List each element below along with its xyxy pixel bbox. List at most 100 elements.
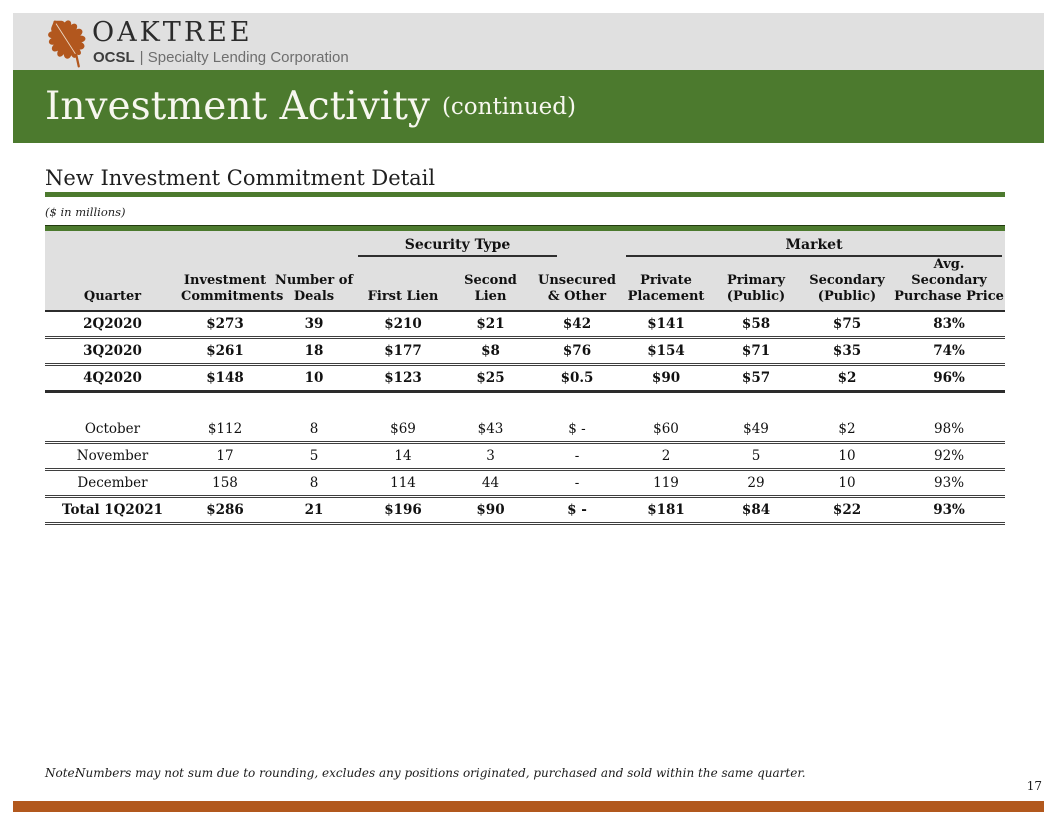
table-row: 3Q2020 $261 18 $177 $8 $76 $154 $71 $35 74% [45,337,1006,366]
table-top-border [45,225,1005,231]
value-cell: 10 [270,364,358,393]
value-cell: $21 [448,310,533,339]
value-cell: $49 [711,416,802,444]
value-cell: 21 [270,496,358,525]
value-cell: $57 [711,364,802,393]
quarter-cell: October [45,416,180,444]
value-cell: 114 [358,469,448,498]
page-number: 17 [1026,779,1042,793]
value-cell: $58 [711,310,802,339]
column-header: Primary (Public) [711,257,802,312]
oak-leaf-icon [41,15,97,71]
group-security-type: Security Type [358,231,622,257]
value-cell: 93% [893,496,1006,525]
value-cell: $ - [533,496,622,525]
value-cell: $2 [801,364,894,393]
footnote: Note: Numbers may not sum due to roundin… [45,766,806,780]
value-cell: 158 [180,469,270,498]
table-row: 4Q2020 $148 10 $123 $25 $0.5 $90 $57 $2 96% [45,364,1006,393]
table-row: October $112 8 $69 $43 $ - $60 $49 $2 98% [45,416,1006,444]
value-cell: 39 [270,310,358,339]
group-spacer [45,231,358,257]
value-cell: $43 [448,416,533,444]
value-cell: 2 [621,442,712,471]
column-header: Investment Commitments [180,257,283,312]
table-body: 2Q2020 $273 39 $210 $21 $42 $141 $58 $75 83% 3Q202… [45,310,1006,525]
value-cell: 5 [711,442,802,471]
footnote-label: Note: [45,766,79,780]
column-header: Avg. Secondary Purchase Price [893,257,1006,312]
table-row: December 158 8 114 44-119 29 10 93% [45,469,1006,498]
slide-title: Investment Activity [45,84,430,129]
value-cell: 44 [448,469,533,498]
value-cell: 74% [893,337,1006,366]
table-row: 2Q2020 $273 39 $210 $21 $42 $141 $58 $75 83% [45,310,1006,339]
table-spacer-row [45,391,1005,417]
value-cell: $181 [621,496,712,525]
quarter-cell: 4Q2020 [45,364,180,393]
column-header: Private Placement [621,257,712,312]
value-cell: $8 [448,337,533,366]
value-cell: $69 [358,416,448,444]
value-cell: $148 [180,364,270,393]
value-cell: $112 [180,416,270,444]
value-cell: 96% [893,364,1006,393]
group-header-row: Security Type Market [45,231,1006,257]
value-cell: 17 [180,442,270,471]
value-cell: $0.5 [533,364,622,393]
value-cell: 5 [270,442,358,471]
value-cell: $42 [533,310,622,339]
value-cell: $22 [801,496,894,525]
value-cell: 8 [270,416,358,444]
value-cell: 92% [893,442,1006,471]
commitment-table-wrap: Security Type Market Quarter Investment Co… [45,225,1006,525]
value-cell: $123 [358,364,448,393]
column-header: Number of Deals [270,257,358,312]
value-cell: 18 [270,337,358,366]
table-header: Security Type Market Quarter Investment Co… [45,231,1006,312]
quarter-cell: 2Q2020 [45,310,180,339]
value-cell: 10 [801,469,894,498]
value-cell: 3 [448,442,533,471]
footnote-text: Numbers may not sum due to rounding, exc… [75,766,806,780]
quarter-cell: November [45,442,180,471]
value-cell: $60 [621,416,712,444]
value-cell: $35 [801,337,894,366]
group-market: Market [621,231,1006,257]
value-cell: $141 [621,310,712,339]
value-cell: $90 [621,364,712,393]
section-title-rule [45,192,1005,197]
value-cell: 29 [711,469,802,498]
value-cell: $ - [533,416,622,444]
value-cell: $286 [180,496,270,525]
value-cell: 14 [358,442,448,471]
value-cell: $71 [711,337,802,366]
value-cell: $154 [621,337,712,366]
value-cell: - [533,469,622,498]
value-cell: 119 [621,469,712,498]
value-cell: 8 [270,469,358,498]
slide-title-suffix: (continued) [441,93,576,120]
value-cell: 83% [893,310,1006,339]
table-row: November 17 5 14 3-2 5 10 92% [45,442,1006,471]
column-header: Unsecured & Other [533,257,622,312]
value-cell: $76 [533,337,622,366]
value-cell: $196 [358,496,448,525]
brand-name: OAKTREE [92,17,253,48]
units-note: ($ in millions) [45,205,126,219]
column-header: First Lien [358,257,448,312]
commitment-table: Security Type Market Quarter Investment Co… [45,231,1006,525]
quarter-cell: December [45,469,180,498]
brand-subtitle: OCSL | Specialty Lending Corporation [93,49,349,66]
empty-cell [45,391,1005,417]
quarter-cell: Total 1Q2021 [45,496,180,525]
column-header-row: Quarter Investment Commitments Number of Dea… [45,257,1006,312]
value-cell: $273 [180,310,270,339]
column-header: Second Lien [448,257,533,312]
logo-band: OAKTREE OCSL | Specialty Lending Corporat… [13,13,1044,70]
bottom-accent-bar [13,801,1044,812]
company-name: | Specialty Lending Corporation [139,49,349,66]
slide-title-banner: Investment Activity (continued) [13,70,1044,143]
value-cell: $177 [358,337,448,366]
